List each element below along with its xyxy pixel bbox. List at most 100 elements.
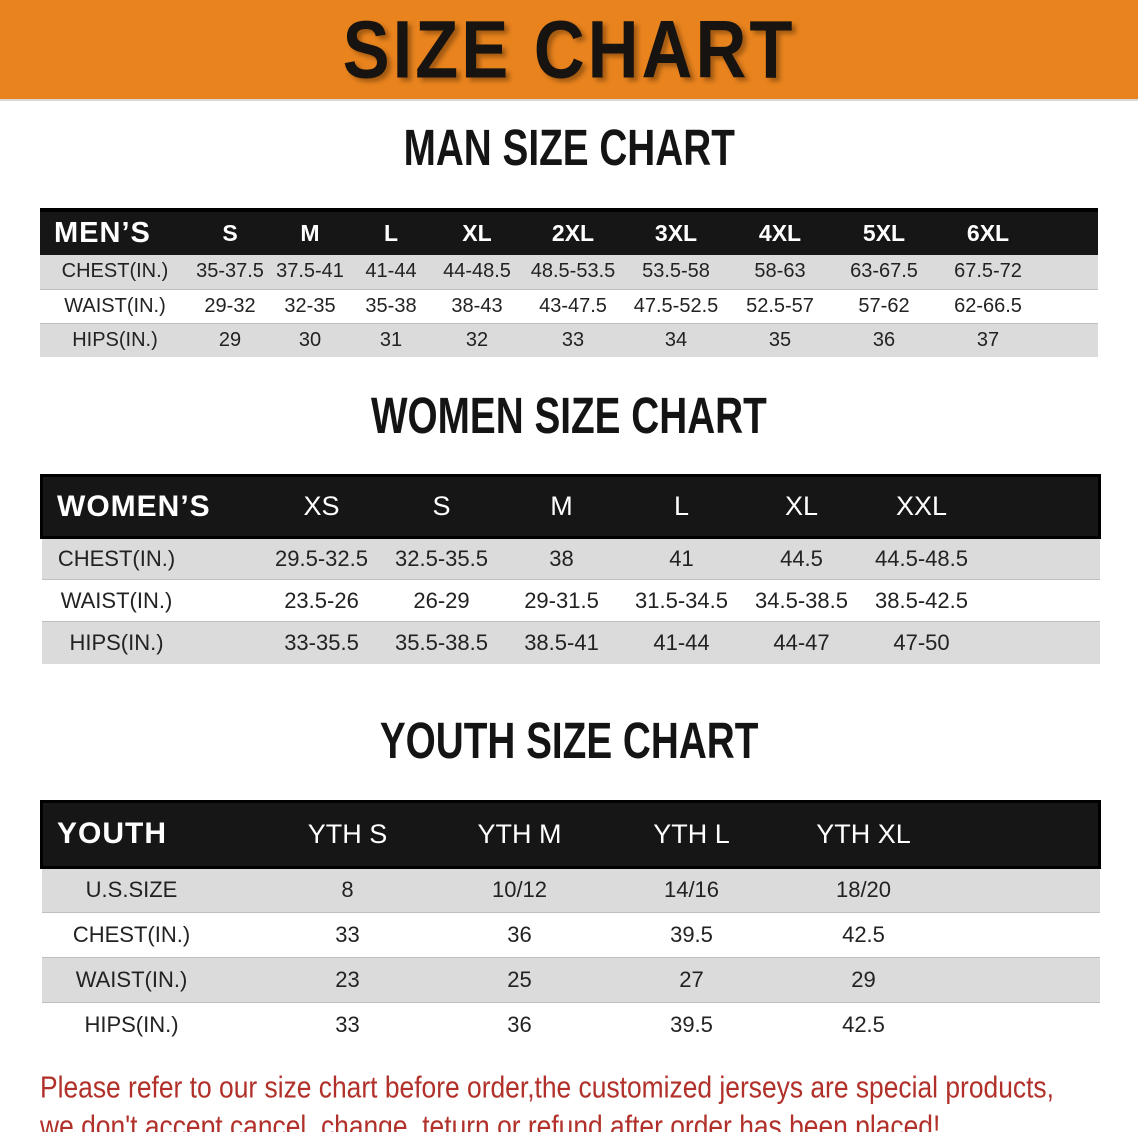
- cell: 31: [379, 328, 403, 351]
- cell: 38-43: [451, 294, 503, 317]
- women-chest-row: CHEST(IN.) 29.5-32.5 32.5-35.5 38 41 44.…: [41, 537, 1100, 580]
- filler-cell: [982, 622, 1100, 664]
- cell: 44-48.5: [443, 260, 511, 283]
- row-label: WAIST(IN.): [64, 294, 166, 317]
- cell: 29.5-32.5: [275, 546, 368, 571]
- cell: 32: [465, 328, 489, 351]
- men-col-header-5xl: 5XL: [862, 220, 906, 246]
- men-col-header-xl: XL: [462, 220, 492, 246]
- cell: 36: [507, 1011, 532, 1037]
- cell: 10/12: [491, 877, 548, 902]
- filler-cell: [1040, 255, 1098, 289]
- men-col-header-s: S: [222, 220, 238, 246]
- youth-header-row: YOUTH YTH S YTH M YTH L YTH XL: [41, 801, 1100, 867]
- cell: 34: [664, 328, 688, 351]
- youth-size-table: YOUTH YTH S YTH M YTH L YTH XL U.S.SIZE …: [40, 800, 1101, 1048]
- cell: 41: [669, 546, 694, 571]
- men-section-heading-text: MAN SIZE CHART: [403, 120, 735, 177]
- cell: 33-35.5: [284, 629, 359, 655]
- women-size-table: WOMEN’S XS S M L XL XXL CHEST(IN.) 29.5-…: [40, 474, 1101, 664]
- women-col-header-xl: XL: [784, 491, 819, 521]
- cell: 18/20: [835, 877, 892, 902]
- cell: 33: [561, 328, 585, 351]
- banner-title: SIZE CHART: [342, 3, 796, 96]
- cell: 42.5: [842, 1011, 885, 1037]
- cell: 35: [768, 328, 792, 351]
- men-col-header-3xl: 3XL: [654, 220, 698, 246]
- youth-col-header-s: YTH S: [307, 818, 388, 849]
- disclaimer-line-1: Please refer to our size chart before or…: [40, 1071, 1054, 1105]
- cell: 33: [335, 921, 360, 947]
- cell: 58-63: [754, 260, 806, 283]
- filler-cell: [950, 957, 1100, 1002]
- cell: 44.5: [780, 546, 823, 571]
- cell: 57-62: [858, 294, 910, 317]
- youth-waist-row: WAIST(IN.) 23 25 27 29: [41, 957, 1100, 1002]
- cell: 39.5: [670, 921, 713, 947]
- cell: 29: [218, 328, 242, 351]
- cell: 8: [341, 877, 354, 902]
- row-label: CHEST(IN.): [57, 546, 176, 571]
- cell: 41-44: [365, 260, 417, 283]
- cell: 67.5-72: [954, 260, 1022, 283]
- cell: 36: [872, 328, 896, 351]
- cell: 38.5-42.5: [875, 587, 968, 613]
- cell: 39.5: [670, 1011, 713, 1037]
- cell: 44.5-48.5: [875, 546, 968, 571]
- men-col-header-m: M: [300, 220, 320, 246]
- cell: 29: [851, 966, 876, 992]
- women-col-header-xxl: XXL: [895, 491, 948, 521]
- cell: 48.5-53.5: [530, 260, 616, 283]
- row-label: WAIST(IN.): [75, 966, 188, 992]
- filler-cell: [982, 476, 1100, 538]
- cell: 38.5-41: [524, 629, 599, 655]
- youth-chest-row: CHEST(IN.) 33 36 39.5 42.5: [41, 912, 1100, 957]
- cell: 37.5-41: [276, 260, 344, 283]
- youth-ussize-row: U.S.SIZE 8 10/12 14/16 18/20: [41, 867, 1100, 912]
- women-waist-row: WAIST(IN.) 23.5-26 26-29 29-31.5 31.5-34…: [41, 579, 1100, 622]
- disclaimer-line-2: we don't accept cancel, change, teturn o…: [40, 1109, 941, 1132]
- men-col-header-2xl: 2XL: [551, 220, 595, 246]
- men-col-header-l: L: [383, 220, 399, 246]
- cell: 43-47.5: [539, 294, 607, 317]
- disclaimer-note: Please refer to our size chart before or…: [40, 1069, 1054, 1132]
- cell: 26-29: [413, 587, 470, 613]
- row-label: CHEST(IN.): [61, 260, 169, 283]
- filler-cell: [1040, 323, 1098, 357]
- cell: 44-47: [773, 629, 830, 655]
- cell: 25: [507, 966, 532, 992]
- row-label: U.S.SIZE: [85, 877, 178, 902]
- cell: 36: [507, 921, 532, 947]
- cell: 32.5-35.5: [395, 546, 488, 571]
- cell: 63-67.5: [850, 260, 918, 283]
- cell: 35-38: [365, 294, 417, 317]
- filler-cell: [1040, 210, 1098, 255]
- youth-col-header-xl: YTH XL: [816, 818, 911, 849]
- women-header-row: WOMEN’S XS S M L XL XXL: [41, 475, 1100, 538]
- cell: 38: [549, 546, 574, 571]
- cell: 30: [298, 328, 322, 351]
- row-label: HIPS(IN.): [84, 1011, 179, 1037]
- cell: 47-50: [893, 629, 950, 655]
- filler-cell: [982, 538, 1100, 580]
- men-size-table: MEN’S S M L XL 2XL 3XL 4XL 5XL 6XL CHEST…: [40, 208, 1098, 357]
- filler-cell: [950, 867, 1100, 912]
- cell: 35.5-38.5: [395, 629, 488, 655]
- cell: 53.5-58: [642, 260, 710, 283]
- row-label: HIPS(IN.): [72, 328, 158, 351]
- filler-cell: [1040, 289, 1098, 323]
- women-col-header-l: L: [673, 491, 690, 521]
- women-section-heading: WOMEN SIZE CHART: [0, 389, 1138, 448]
- cell: 52.5-57: [746, 294, 814, 317]
- women-col-header-xs: XS: [303, 491, 340, 521]
- youth-col-header-l: YTH L: [653, 818, 730, 849]
- youth-section-heading-text: YOUTH SIZE CHART: [379, 712, 759, 770]
- row-label: HIPS(IN.): [69, 629, 164, 655]
- row-label: CHEST(IN.): [72, 921, 191, 947]
- youth-section-heading: YOUTH SIZE CHART: [0, 713, 1138, 773]
- cell: 62-66.5: [954, 294, 1022, 317]
- men-section-heading: MAN SIZE CHART: [0, 121, 1138, 180]
- men-waist-row: WAIST(IN.) 29-32 32-35 35-38 38-43 43-47…: [40, 289, 1098, 323]
- men-corner-label: MEN’S: [54, 217, 151, 249]
